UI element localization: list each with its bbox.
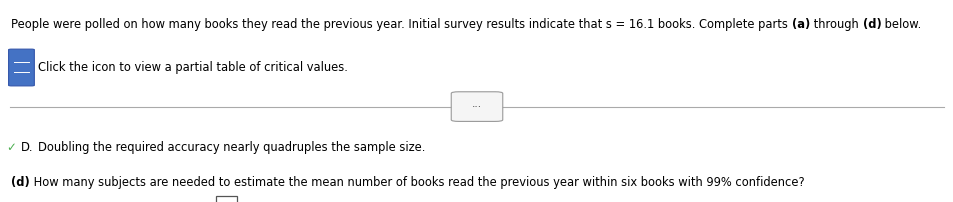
Text: ···: ···: [472, 102, 481, 112]
Text: through: through: [809, 18, 862, 31]
Text: D.: D.: [21, 140, 33, 153]
Text: Doubling the required accuracy nearly quadruples the sample size.: Doubling the required accuracy nearly qu…: [38, 140, 425, 153]
FancyBboxPatch shape: [216, 196, 237, 202]
FancyBboxPatch shape: [451, 92, 502, 122]
Text: How many subjects are needed to estimate the mean number of books read the previ: How many subjects are needed to estimate…: [30, 175, 804, 188]
Text: Click the icon to view a partial table of critical values.: Click the icon to view a partial table o…: [38, 61, 348, 74]
Text: People were polled on how many books they read the previous year. Initial survey: People were polled on how many books the…: [11, 18, 791, 31]
Text: (a): (a): [791, 18, 809, 31]
FancyBboxPatch shape: [9, 50, 34, 86]
Text: (d): (d): [862, 18, 881, 31]
Text: ✓: ✓: [7, 140, 16, 153]
Text: below.: below.: [881, 18, 921, 31]
Text: (d): (d): [11, 175, 30, 188]
